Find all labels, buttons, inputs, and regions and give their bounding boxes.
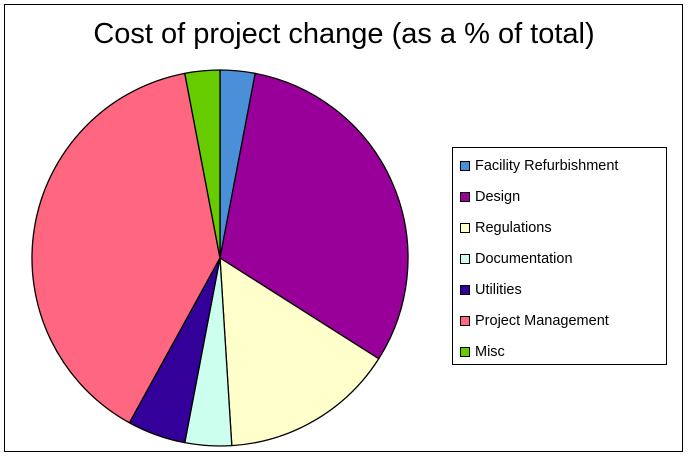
legend-label: Regulations [475,220,552,236]
legend: Facility Refurbishment Design Regulation… [452,147,667,365]
legend-item-misc: Misc [460,343,505,361]
pie-slice-regulations [219,257,380,447]
legend-label: Facility Refurbishment [475,158,619,174]
legend-swatch [460,316,470,326]
legend-item-utilities: Utilities [460,281,522,299]
legend-swatch [460,254,470,264]
pie-slice-misc [184,69,221,259]
chart-title: Cost of project change (as a % of total) [93,18,595,50]
legend-swatch [460,285,470,295]
legend-item-facility-refurbishment: Facility Refurbishment [460,157,618,175]
legend-item-regulations: Regulations [460,219,552,237]
legend-label: Misc [475,344,505,360]
legend-swatch [460,161,470,171]
legend-item-project-management: Project Management [460,312,609,330]
legend-item-documentation: Documentation [460,250,573,268]
legend-label: Documentation [475,251,573,267]
legend-swatch [460,223,470,233]
legend-label: Design [475,189,521,205]
legend-item-design: Design [460,188,520,206]
legend-label: Utilities [475,282,522,298]
legend-label: Project Management [475,313,609,329]
legend-swatch [460,347,470,357]
legend-swatch [460,192,470,202]
pie-slice-project-management [31,72,221,424]
